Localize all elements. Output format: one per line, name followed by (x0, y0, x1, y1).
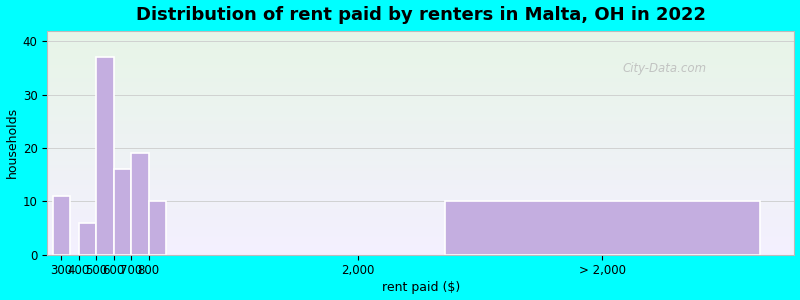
Bar (149, 201, 166, 255)
X-axis label: rent paid ($): rent paid ($) (382, 281, 460, 294)
Bar (114, 169, 131, 255)
Text: City-Data.com: City-Data.com (622, 62, 706, 75)
Bar (96, 57, 114, 255)
Bar (131, 153, 149, 255)
Title: Distribution of rent paid by renters in Malta, OH in 2022: Distribution of rent paid by renters in … (136, 6, 706, 24)
Bar (446, 201, 759, 255)
Bar (78, 223, 96, 255)
Bar (53, 196, 70, 255)
Y-axis label: households: households (6, 107, 18, 178)
